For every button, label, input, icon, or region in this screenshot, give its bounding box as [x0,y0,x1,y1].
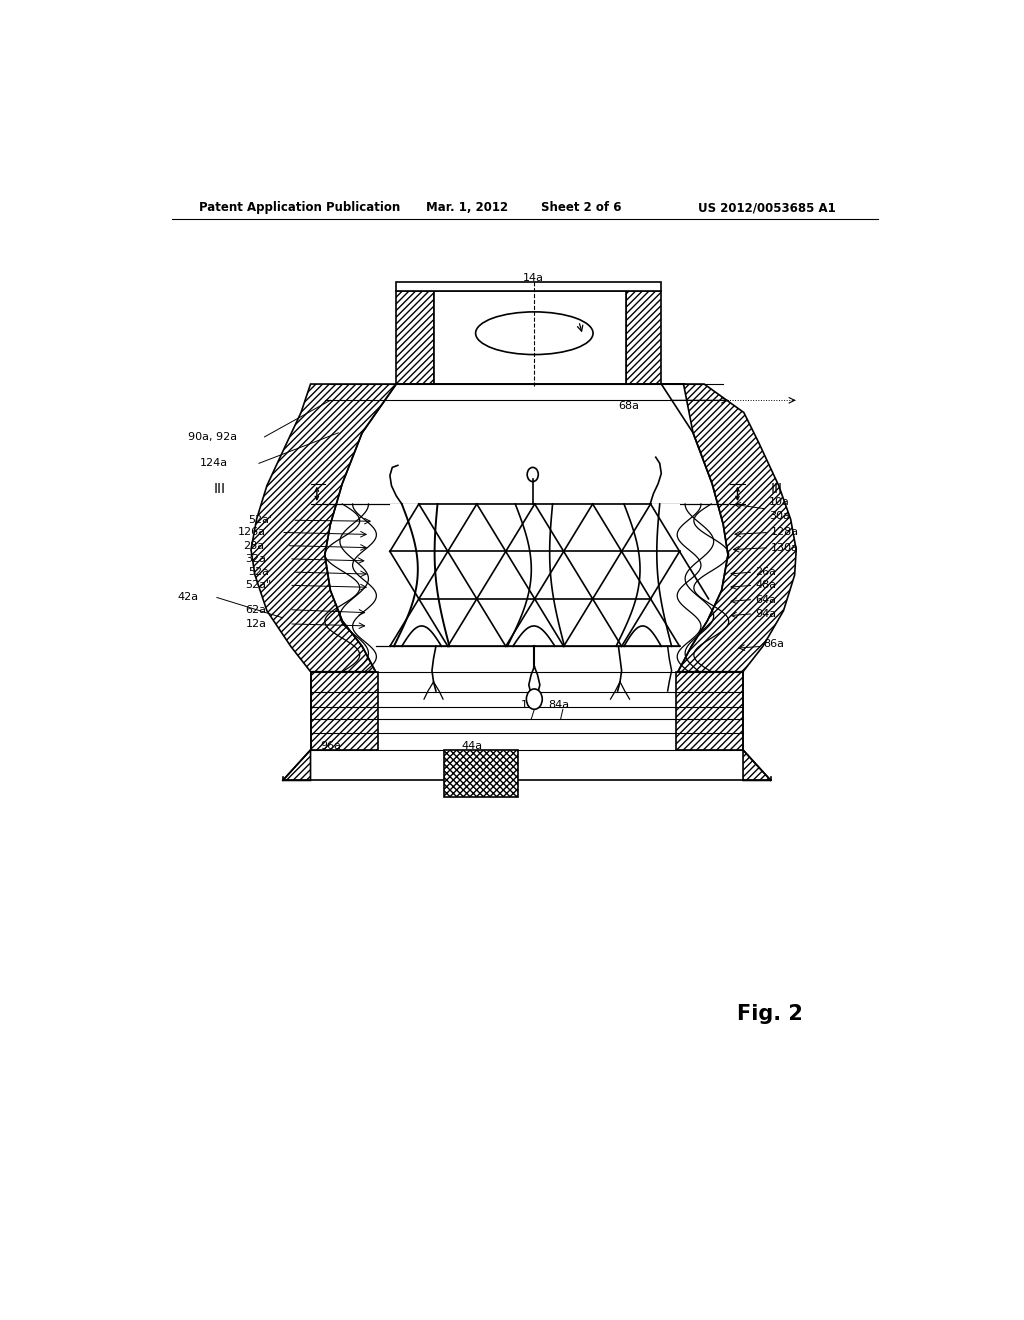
Text: 48a: 48a [755,581,776,590]
Text: 94a: 94a [755,609,776,619]
Text: 130a: 130a [771,543,799,553]
Polygon shape [443,750,518,797]
Text: III: III [771,482,782,496]
Text: 96a: 96a [321,741,341,751]
Polygon shape [626,290,662,384]
Text: US 2012/0053685 A1: US 2012/0053685 A1 [697,201,836,214]
Text: Sheet 2 of 6: Sheet 2 of 6 [541,201,622,214]
Text: 84a: 84a [549,700,569,710]
Polygon shape [390,504,680,647]
Text: 64a: 64a [755,594,776,605]
Text: Fig. 2: Fig. 2 [737,1005,804,1024]
Polygon shape [662,384,797,672]
Polygon shape [283,750,310,780]
Circle shape [526,689,543,709]
Text: 30a: 30a [769,511,791,521]
Polygon shape [676,672,743,750]
Polygon shape [251,384,396,672]
Text: 128a: 128a [771,528,799,537]
Text: 44a: 44a [461,741,482,751]
Text: 52a': 52a' [249,515,272,525]
Text: 126a: 126a [238,528,265,537]
Polygon shape [743,750,771,780]
Polygon shape [310,672,378,750]
Text: 18a: 18a [521,700,542,710]
Text: 10a: 10a [769,496,791,507]
Text: 86a: 86a [763,639,784,649]
Text: 26a: 26a [755,568,776,577]
Polygon shape [433,290,626,384]
Text: 42a: 42a [177,593,199,602]
Polygon shape [396,282,662,290]
Text: Mar. 1, 2012: Mar. 1, 2012 [426,201,508,214]
Polygon shape [396,290,433,384]
Text: Patent Application Publication: Patent Application Publication [200,201,400,214]
Text: 14a: 14a [523,273,544,284]
Text: 90a, 92a: 90a, 92a [187,432,237,442]
Text: 12a: 12a [246,619,266,628]
Text: 62a: 62a [246,605,266,615]
Text: 52a: 52a [249,568,269,577]
Text: III: III [214,482,225,496]
Text: 124a: 124a [200,458,227,469]
Text: 68a: 68a [618,401,639,412]
Text: 52a": 52a" [246,581,271,590]
Text: 32a: 32a [246,554,266,564]
Text: 28a: 28a [243,541,264,550]
